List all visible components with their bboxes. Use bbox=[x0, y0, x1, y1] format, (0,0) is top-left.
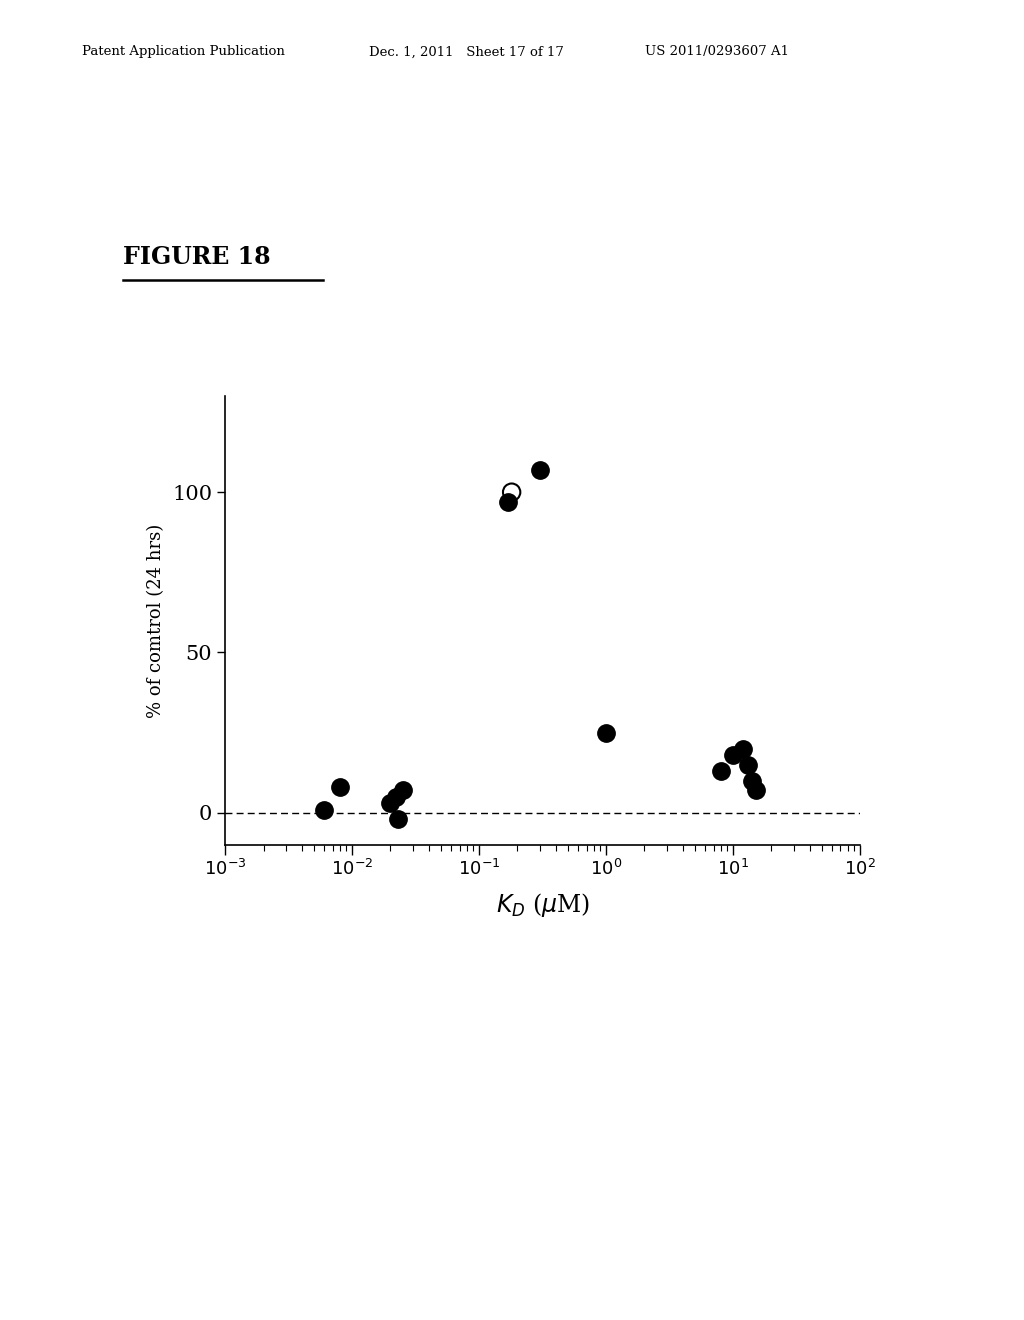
Point bbox=[382, 792, 398, 813]
Point bbox=[531, 459, 548, 480]
X-axis label: $K_D$ ($\mu$M): $K_D$ ($\mu$M) bbox=[496, 891, 590, 919]
Y-axis label: % of comtrol (24 hrs): % of comtrol (24 hrs) bbox=[147, 523, 165, 718]
Point bbox=[739, 754, 756, 775]
Point bbox=[394, 780, 411, 801]
Text: US 2011/0293607 A1: US 2011/0293607 A1 bbox=[645, 45, 790, 58]
Point bbox=[332, 776, 348, 797]
Point bbox=[735, 738, 752, 759]
Point bbox=[501, 491, 517, 512]
Point bbox=[713, 760, 729, 781]
Point bbox=[725, 744, 741, 766]
Point bbox=[743, 770, 760, 791]
Text: Patent Application Publication: Patent Application Publication bbox=[82, 45, 285, 58]
Point bbox=[387, 787, 403, 808]
Point bbox=[748, 780, 764, 801]
Point bbox=[598, 722, 614, 743]
Text: Dec. 1, 2011   Sheet 17 of 17: Dec. 1, 2011 Sheet 17 of 17 bbox=[369, 45, 563, 58]
Point bbox=[504, 482, 520, 503]
Text: FIGURE 18: FIGURE 18 bbox=[123, 246, 270, 269]
Point bbox=[390, 809, 407, 830]
Point bbox=[315, 799, 332, 820]
